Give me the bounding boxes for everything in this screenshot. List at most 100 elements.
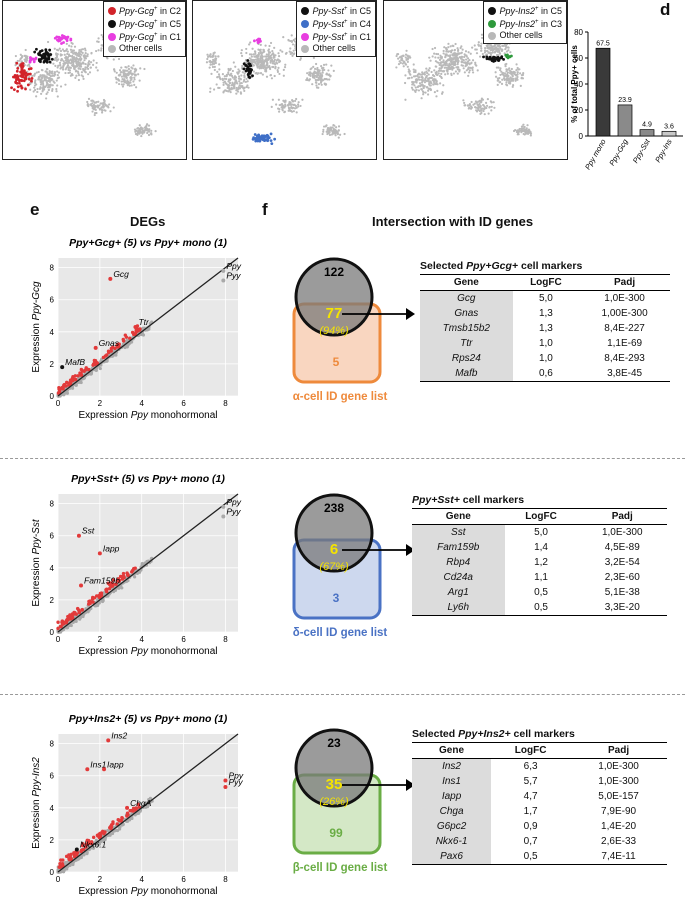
x-axis-label: Expression Ppy monohormonal <box>79 886 218 897</box>
table-row: G6pc2 0,9 1,4E-20 <box>412 819 667 834</box>
table-cell: 1,0 <box>538 353 553 364</box>
table-cell: 1,1E-69 <box>607 338 643 349</box>
gene-label: Pyy <box>228 777 243 787</box>
legend-item: Other cells <box>107 43 181 54</box>
intersection-header: Intersection with ID genes <box>372 214 534 229</box>
x-tick-label: 0 <box>56 875 61 884</box>
table-cell: 8,4E-293 <box>604 353 645 364</box>
table-cell: Ttr <box>420 336 513 351</box>
gene-label: Nkx6.1 <box>80 840 107 850</box>
labeled-gene-point <box>93 345 98 350</box>
table-cell: 0,9 <box>523 821 538 832</box>
legend-dot-icon <box>107 6 116 15</box>
y-tick-label: 6 <box>50 296 55 305</box>
table-row: Fam159b 1,4 4,5E-89 <box>412 540 667 555</box>
table-cell: 3,8E-45 <box>607 368 643 379</box>
table-cell: Sst <box>412 524 505 540</box>
arrowhead-icon <box>406 779 415 791</box>
table-cell: 0,5 <box>534 587 548 598</box>
bar-chart-d: 0 20 40 60 80 % of total Ppy+ cells 67.5 Ppy mo… <box>570 28 683 171</box>
y-tick-label: 6 <box>50 532 55 541</box>
legend-dot-icon <box>107 19 116 28</box>
table-cell: 7,9E-90 <box>601 806 637 817</box>
y-tick-label: 80 <box>574 28 583 37</box>
gene-label: Ppy <box>226 497 241 507</box>
legend-item: Ppy-Sst+ in C1 <box>301 30 371 43</box>
section-divider-2 <box>0 694 685 695</box>
umap-a: Ppy-Gcg+ in C2 Ppy-Gcg+ in C5 Ppy-Gcg+ in … <box>2 0 187 160</box>
y-tick-label: 0 <box>50 628 55 637</box>
section-divider-1 <box>0 458 685 459</box>
bar-value-label: 4.9 <box>642 122 652 129</box>
table-cell: Iapp <box>412 789 492 804</box>
table-cell: Ins2 <box>412 758 492 774</box>
table-cell: Nkx6-1 <box>412 834 492 849</box>
venn-bottom-count: 3 <box>333 591 340 605</box>
legend-item: Ppy-Gcg+ in C5 <box>107 17 181 30</box>
legend-a: Ppy-Gcg+ in C2 Ppy-Gcg+ in C5 Ppy-Gcg+ in … <box>102 1 186 57</box>
venn-top-count: 23 <box>327 736 341 750</box>
labeled-gene-point <box>76 533 81 538</box>
table-title: Selected Ppy+Gcg+ cell markers <box>420 260 583 272</box>
y-tick-label: 8 <box>50 500 55 509</box>
table-cell: 5,1E-38 <box>604 587 640 598</box>
legend-label: Ppy-Ins2+ in C5 <box>499 6 562 16</box>
table-row: Pax6 0,5 7,4E-11 <box>412 849 667 865</box>
labeled-gene-point <box>221 278 226 283</box>
legend-dot-icon <box>488 6 497 15</box>
bar <box>595 47 611 137</box>
table-cell: 5,7 <box>523 776 538 787</box>
gene-label: Ins2 <box>111 730 127 740</box>
gene-label: Iapp <box>103 543 120 553</box>
panel-letter-e: e <box>30 200 40 219</box>
table-title: Selected Ppy+Ins2+ cell markers <box>412 728 575 740</box>
labeled-gene-point <box>223 784 228 789</box>
labeled-gene-point <box>108 276 113 281</box>
table-cell: 7,4E-11 <box>601 851 636 862</box>
x-tick-label: 0 <box>56 399 61 408</box>
table-cell: 3,2E-54 <box>604 557 640 568</box>
table-cell: 1,0E-300 <box>598 761 639 772</box>
gene-label: Sst <box>82 526 95 536</box>
table-cell: 1,0E-300 <box>601 527 643 538</box>
marker-table-sst: Ppy+Sst+ cell markers Gene LogFC Padj Sst 5,0… <box>412 494 667 616</box>
y-axis-label: Expression Ppy-Sst <box>31 518 42 606</box>
bar-value-label: 23.9 <box>618 97 632 104</box>
gene-label: Fam159b <box>84 575 120 585</box>
legend-dot-icon <box>107 32 116 41</box>
table-header: Gene <box>412 508 505 525</box>
labeled-gene-point <box>133 325 138 329</box>
legend-label: Ppy-Sst+ in C1 <box>312 32 371 42</box>
y-tick-label: 6 <box>50 772 55 781</box>
legend-item: Ppy-Sst+ in C5 <box>301 4 371 17</box>
arrowhead-icon <box>406 544 415 556</box>
y-tick-label: 4 <box>50 564 55 573</box>
scatter-title: Ppy+Gcg+ (5) vs Ppy+ mono (1) <box>69 237 227 249</box>
umap-c-plot <box>395 32 533 137</box>
table-cell: Pax6 <box>412 849 492 865</box>
venn-overlap-percent: (67%) <box>319 561 349 573</box>
table-header: LogFC <box>491 742 571 759</box>
x-tick-label: Ppy-Gcg <box>607 137 630 167</box>
labeled-gene-point <box>74 847 79 852</box>
x-tick-label: 2 <box>98 399 103 408</box>
gene-label: Pyy <box>226 506 241 516</box>
y-tick-label: 8 <box>50 740 55 749</box>
table-row: Rps24 1,0 8,4E-293 <box>420 351 670 366</box>
legend-label: Ppy-Sst+ in C4 <box>312 19 371 29</box>
gene-label: Ppy <box>226 261 241 271</box>
table-header: Gene <box>412 742 492 759</box>
y-axis-label: % of total Ppy+ cells <box>570 45 579 123</box>
table-cell: Mafb <box>420 366 513 382</box>
legend-label: Other cells <box>312 43 356 53</box>
table-cell: 2,3E-60 <box>604 572 640 583</box>
y-axis-label: Expression Ppy-Ins2 <box>31 757 42 849</box>
gene-label: Ins1 <box>90 759 106 769</box>
venn-alpha: 122 77 (94%) 5 α-cell ID gene list <box>292 257 415 403</box>
scatter-title: Ppy+Sst+ (5) vs Ppy+ mono (1) <box>71 473 225 485</box>
umap-cells <box>395 32 533 137</box>
marker-table: Gene LogFC Padj Ins2 6,3 1,0E-300 Ins1 5,7 1,0E-… <box>412 742 667 865</box>
y-tick-label: 0 <box>50 868 55 877</box>
table-cell: 0,5 <box>534 602 548 613</box>
x-tick-label: 0 <box>56 635 61 644</box>
